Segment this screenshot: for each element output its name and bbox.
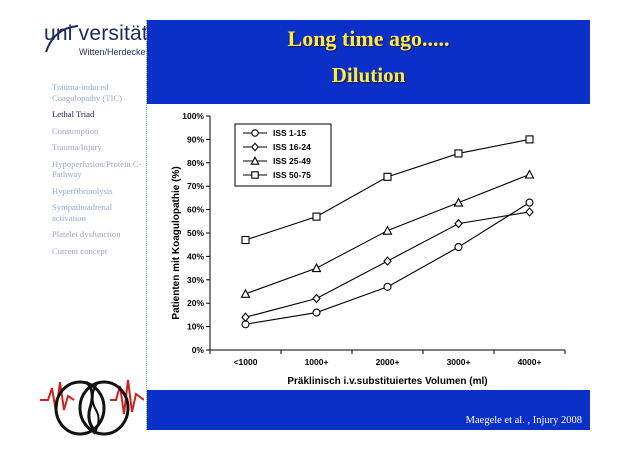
y-tick-label: 40% <box>187 251 204 261</box>
y-tick-label: 20% <box>187 298 204 308</box>
sidebar-topic-item[interactable]: Sympathoadrenal activation <box>52 202 113 223</box>
y-tick-label: 10% <box>187 322 204 332</box>
coagulopathy-line-chart: 0% 10% 20% 30% 40% 50% 60% 70% 80% 90% 100% <1000 10… <box>171 111 566 387</box>
data-point <box>454 218 463 229</box>
data-point <box>382 225 393 235</box>
x-tick-label: 2000+ <box>376 357 400 367</box>
data-point <box>312 293 321 304</box>
legend-marker <box>251 171 259 179</box>
data-point <box>383 172 392 181</box>
x-tick-label: 1000+ <box>305 357 329 367</box>
data-point <box>525 207 534 217</box>
data-point <box>525 135 534 144</box>
logo-subtitle: Witten/Herdecke <box>79 47 146 57</box>
y-tick-label: 80% <box>187 158 204 168</box>
university-logo: uni versität Witten/Herdecke <box>44 22 148 58</box>
data-point <box>312 308 321 317</box>
y-tick-label: 50% <box>187 228 204 238</box>
legend-label: ISS 1-15 <box>273 128 306 138</box>
sidebar-topic-item[interactable]: Trauma/Injury <box>52 142 102 152</box>
y-tick-label: 30% <box>187 275 204 285</box>
data-point <box>383 256 392 266</box>
logo-swoosh-icon <box>45 25 79 53</box>
x-tick-label: 3000+ <box>447 357 471 367</box>
data-point <box>453 197 464 207</box>
legend-label: ISS 50-75 <box>273 170 311 180</box>
y-tick-label: 0% <box>192 345 205 355</box>
data-point <box>241 235 250 245</box>
y-axis-title: Patienten mit Koagulopathie (%) <box>171 166 182 319</box>
data-point <box>311 262 322 273</box>
legend-box <box>234 123 332 187</box>
sidebar-topic-item[interactable]: Platelet dysfunction <box>52 229 121 239</box>
data-point <box>525 198 534 207</box>
slide-subtitle: Dilution <box>331 63 406 87</box>
university-emblem-icon <box>40 379 144 436</box>
sidebar-topic-item[interactable]: Hypoperfusion/Protein C-Pathway <box>52 158 142 180</box>
data-point <box>454 149 463 158</box>
data-point <box>312 212 321 221</box>
x-axis-title: Präklinisch i.v.substituiertes Volumen (… <box>287 376 487 387</box>
legend-marker <box>250 156 260 165</box>
y-tick-label: 90% <box>187 134 204 144</box>
title-bar: Long time ago..... Dilution <box>147 20 590 104</box>
data-point <box>454 242 463 252</box>
footer-bar: Maegele et al. , Injury 2008 <box>147 390 590 430</box>
data-point <box>240 288 251 298</box>
x-tick-label: 4000+ <box>518 357 542 367</box>
logo-wordmark: uni versität <box>44 22 148 45</box>
legend-label: ISS 16-24 <box>273 142 311 152</box>
slide-title: Long time ago..... <box>287 26 450 51</box>
sidebar-topic-item[interactable]: Hyperfibrinolysis <box>52 185 113 196</box>
data-point <box>524 169 535 179</box>
sidebar-topic-item[interactable]: Trauma-induced Coagulopathy (TIC) <box>52 82 122 103</box>
topic-list: Trauma-induced Coagulopathy (TIC) Lethal … <box>52 82 144 262</box>
legend-label: ISS 25-49 <box>273 156 311 166</box>
legend-marker <box>251 129 259 137</box>
data-point <box>383 282 392 291</box>
sidebar-topic-item[interactable]: Current concept <box>52 245 108 256</box>
sidebar-topic-item[interactable]: Consumption <box>52 125 99 136</box>
y-tick-label: 60% <box>187 205 204 215</box>
data-point <box>241 312 250 323</box>
citation: Maegele et al. , Injury 2008 <box>465 415 582 426</box>
chart-panel: 0% 10% 20% 30% 40% 50% 60% 70% 80% 90% 100% <1000 10… <box>147 104 590 390</box>
sidebar-divider <box>146 20 147 430</box>
y-tick-label: 100% <box>182 111 204 121</box>
y-tick-label: 70% <box>187 181 204 191</box>
legend-marker <box>251 142 259 152</box>
sidebar: uni versität Witten/Herdecke Trauma-indu… <box>0 0 148 451</box>
sidebar-topic-item[interactable]: Lethal Triad <box>52 109 95 119</box>
x-tick-label: <1000 <box>234 357 258 367</box>
